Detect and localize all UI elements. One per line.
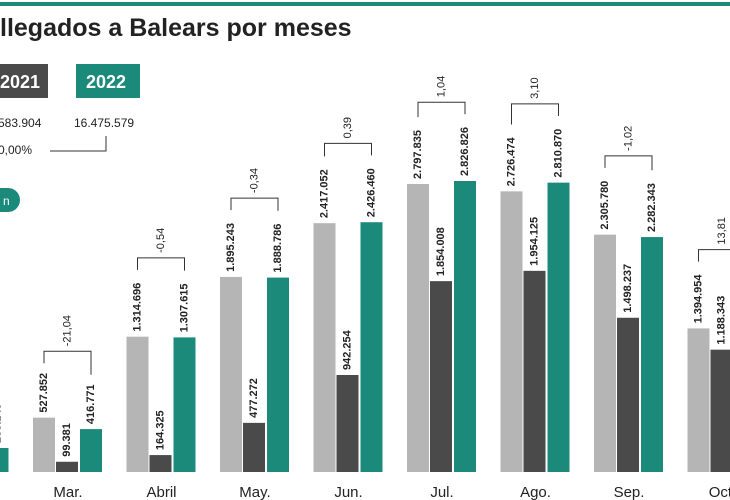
value-label: 416.771 — [85, 384, 97, 424]
x-tick-label: Oct. — [709, 484, 730, 500]
bar — [243, 422, 265, 472]
value-label: 1.498.237 — [622, 264, 634, 313]
value-label: 99.381 — [61, 423, 73, 457]
bar — [500, 191, 523, 473]
change-label: 13,81 — [716, 217, 728, 245]
badge-text: n — [3, 194, 10, 208]
bar — [173, 337, 196, 472]
change-label: -0,54 — [155, 228, 167, 253]
legend-swatch — [76, 64, 140, 98]
bar — [454, 181, 476, 472]
bar — [220, 276, 242, 472]
x-tick-label: Abril — [146, 484, 176, 500]
change-bracket — [604, 155, 653, 171]
value-label: 2.282.343 — [646, 183, 658, 232]
legend-label: 2021 — [0, 72, 40, 92]
bar — [336, 375, 359, 472]
value-label: 2.726.474 — [505, 137, 517, 187]
change-bracket — [511, 103, 559, 125]
top-rule — [0, 2, 730, 6]
legend-change: 0,00% — [0, 143, 32, 157]
value-label: 233.149 — [0, 403, 3, 443]
bar — [80, 429, 102, 472]
bar — [313, 223, 336, 472]
legend-swatch — [0, 64, 48, 98]
legend-total: 583.904 — [0, 116, 42, 130]
bar — [33, 417, 55, 472]
bar — [360, 222, 383, 472]
bar — [687, 328, 710, 472]
legend-total: 16.475.579 — [74, 116, 134, 130]
x-tick-label: Jun. — [334, 484, 362, 500]
bar — [641, 237, 663, 472]
value-label: 477.272 — [248, 378, 260, 418]
change-bracket — [324, 142, 372, 157]
bar — [0, 447, 9, 472]
change-label: 1,04 — [435, 76, 447, 97]
value-label: 1.895.243 — [225, 223, 237, 272]
value-label: 2.417.052 — [318, 169, 330, 218]
x-tick-label: May. — [239, 484, 270, 500]
change-label: -1,02 — [622, 126, 634, 151]
change-label: 0,39 — [342, 117, 354, 138]
legend-bracket — [50, 136, 107, 152]
change-bracket — [230, 197, 279, 211]
bar — [547, 182, 570, 472]
bar — [56, 461, 78, 472]
value-label: 1.188.343 — [715, 296, 727, 345]
value-label: 1.307.615 — [178, 283, 190, 332]
bar — [594, 234, 616, 472]
chart-title: llegados a Balears por meses — [0, 14, 352, 42]
value-label: 1.954.125 — [528, 217, 540, 266]
change-bracket — [137, 257, 185, 271]
value-label: 2.797.835 — [412, 130, 424, 179]
value-label: 164.325 — [154, 410, 166, 450]
bar — [267, 277, 289, 472]
value-label: 1.888.786 — [272, 224, 284, 273]
value-label: 1.394.954 — [692, 274, 704, 324]
badge — [0, 188, 20, 212]
change-bracket — [698, 249, 730, 262]
bar — [407, 183, 429, 472]
legend-label: 2022 — [86, 72, 126, 92]
value-label: 1.854.008 — [435, 227, 447, 276]
bar — [617, 317, 639, 472]
value-label: 942.254 — [341, 329, 353, 370]
bar — [149, 455, 172, 472]
bar — [126, 336, 149, 472]
value-label: 1.314.696 — [131, 283, 143, 332]
change-label: -0,34 — [248, 168, 260, 193]
change-bracket — [417, 101, 466, 118]
value-label: 2.810.870 — [552, 129, 564, 178]
value-label: 527.852 — [38, 373, 50, 413]
value-label: 2.826.826 — [459, 127, 471, 176]
x-tick-label: Sep. — [614, 484, 645, 500]
bar — [523, 270, 546, 472]
change-label: -21,04 — [61, 315, 73, 346]
x-tick-label: Mar. — [53, 484, 82, 500]
x-tick-label: Ago. — [520, 484, 551, 500]
x-tick-label: Jul. — [430, 484, 453, 500]
change-bracket — [43, 350, 92, 375]
bar — [430, 281, 452, 472]
bar — [710, 349, 730, 472]
change-label: 3,10 — [529, 77, 541, 98]
value-label: 2.426.460 — [365, 168, 377, 217]
value-label: 2.305.780 — [599, 181, 611, 230]
